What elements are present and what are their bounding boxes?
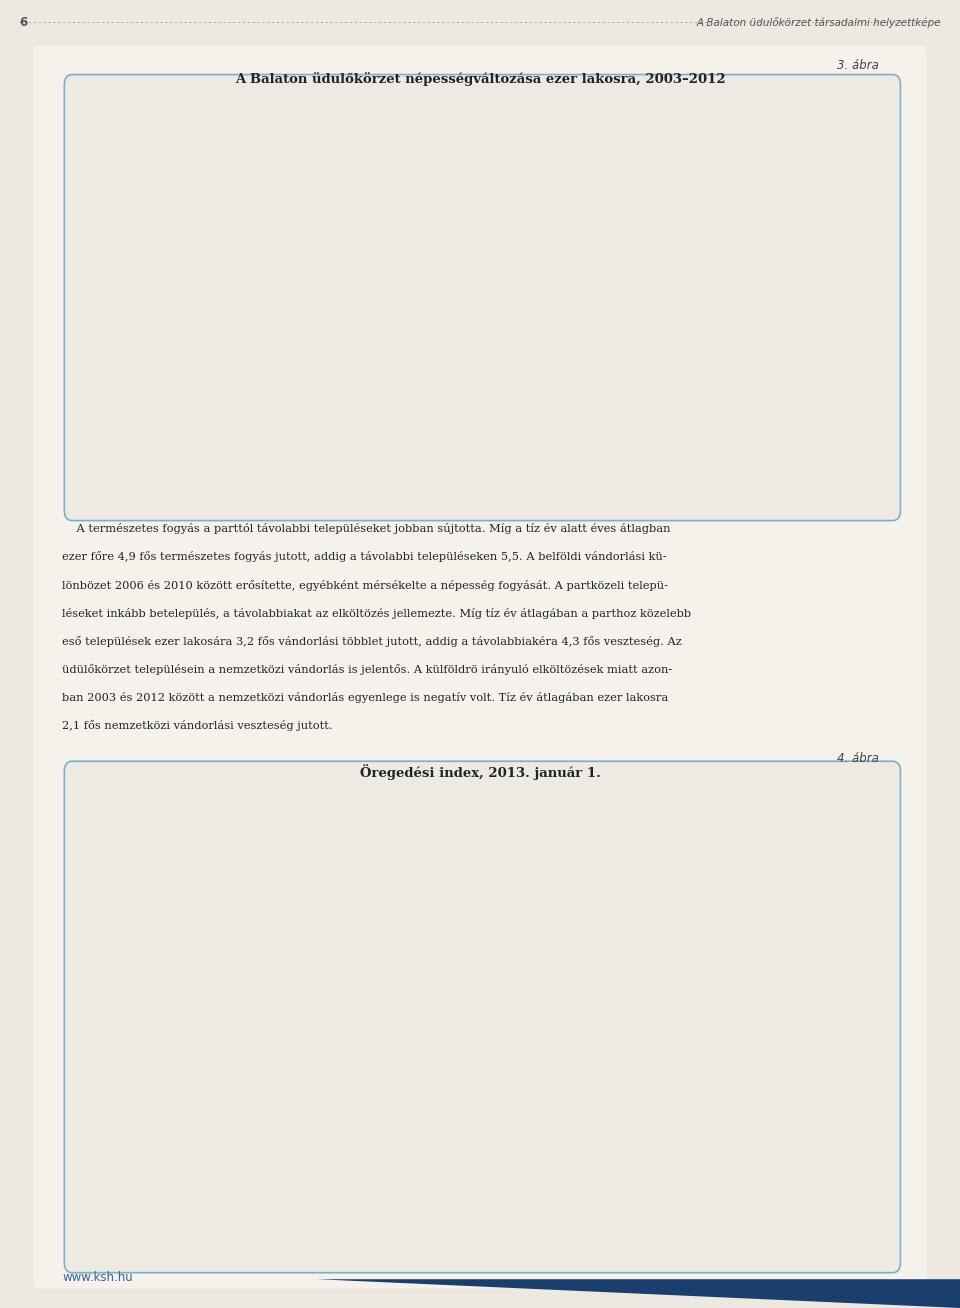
FancyBboxPatch shape <box>754 991 783 1031</box>
Bar <box>156 188 172 279</box>
Bar <box>636 188 653 246</box>
Polygon shape <box>317 1279 960 1308</box>
Bar <box>753 188 769 296</box>
Bar <box>247 175 263 188</box>
Bar <box>562 188 578 243</box>
Bar <box>844 129 860 188</box>
Text: 4. ábra: 4. ábra <box>836 752 878 765</box>
Y-axis label: Fő: Fő <box>88 269 102 283</box>
Text: 2,1 fős nemzetközi vándorlási veszteség jutott.: 2,1 fős nemzetközi vándorlási veszteség … <box>62 719 333 731</box>
Bar <box>230 188 247 292</box>
Bar <box>470 188 487 247</box>
Text: www.ksh.hu: www.ksh.hu <box>62 1271 133 1284</box>
FancyBboxPatch shape <box>754 1154 783 1193</box>
Text: léseket inkább betelepülés, a távolabbiakat az elköltözés jellemezte. Míg tíz év: léseket inkább betelepülés, a távolabbia… <box>62 607 691 619</box>
Bar <box>828 188 844 293</box>
Bar <box>785 188 802 232</box>
Text: A természetes fogyás a parttól távolabbi településeket jobban sújtotta. Míg a tí: A természetes fogyás a parttól távolabbi… <box>62 523 671 534</box>
Text: lönbözet 2006 és 2010 között erősítette, egyébként mérsékelte a népesség fogyásá: lönbözet 2006 és 2010 között erősítette,… <box>62 579 668 590</box>
Text: 150,1–200,0: 150,1–200,0 <box>794 1113 862 1124</box>
Text: A Balaton üdulőkörzet népességváltozása ezer lakosra, 2003–2012: A Balaton üdulőkörzet népességváltozása … <box>234 72 726 86</box>
Bar <box>338 188 354 198</box>
Bar <box>396 188 412 234</box>
Bar <box>322 153 338 188</box>
Text: Öregedési index, 2013. január 1.: Öregedési index, 2013. január 1. <box>360 764 600 780</box>
Bar <box>545 188 562 246</box>
FancyBboxPatch shape <box>754 1099 783 1139</box>
Text: eső települések ezer lakosára 3,2 fős vándorlási többlet jutott, addig a távolab: eső települések ezer lakosára 3,2 fős vá… <box>62 636 683 646</box>
FancyBboxPatch shape <box>754 1045 783 1086</box>
Text: üdülőkörzet településein a nemzetközi vándorlás is jelentős. A külföldrö irányul: üdülőkörzet településein a nemzetközi vá… <box>62 664 673 675</box>
Text: ban 2003 és 2012 között a nemzetközi vándorlás egyenlege is negatív volt. Tíz év: ban 2003 és 2012 között a nemzetközi ván… <box>62 692 669 702</box>
Bar <box>379 188 396 286</box>
Text: 200,1–: 200,1– <box>794 1167 831 1177</box>
Bar <box>860 188 876 205</box>
Legend: Belföldi vándorlási különbözet, Tényleges fogyás: Belföldi vándorlási különbözet, Ténylege… <box>497 463 676 487</box>
Bar <box>710 188 727 195</box>
Bar <box>454 188 470 292</box>
Text: 3. ábra: 3. ábra <box>836 59 878 72</box>
Bar <box>172 143 188 188</box>
Bar <box>694 188 710 306</box>
Text: 6: 6 <box>19 16 28 29</box>
Bar <box>305 188 322 289</box>
Bar <box>188 188 204 195</box>
Bar <box>620 188 636 237</box>
Text: A Balaton üdulőkörzet társadalmi helyzettképe: A Balaton üdulőkörzet társadalmi helyzet… <box>696 17 941 27</box>
Bar <box>412 188 429 211</box>
Bar <box>529 188 545 293</box>
Bar <box>263 188 279 199</box>
Text: 100,0–150,0: 100,0–150,0 <box>794 1059 862 1069</box>
Bar <box>603 188 620 305</box>
Bar <box>769 144 785 188</box>
Text: ezer főre 4,9 fős természetes fogyás jutott, addig a távolabbi településeken 5,5: ezer főre 4,9 fős természetes fogyás jut… <box>62 552 667 562</box>
Text: – 99,9: – 99,9 <box>794 1005 828 1015</box>
Bar <box>678 188 694 309</box>
Bar <box>487 188 503 205</box>
